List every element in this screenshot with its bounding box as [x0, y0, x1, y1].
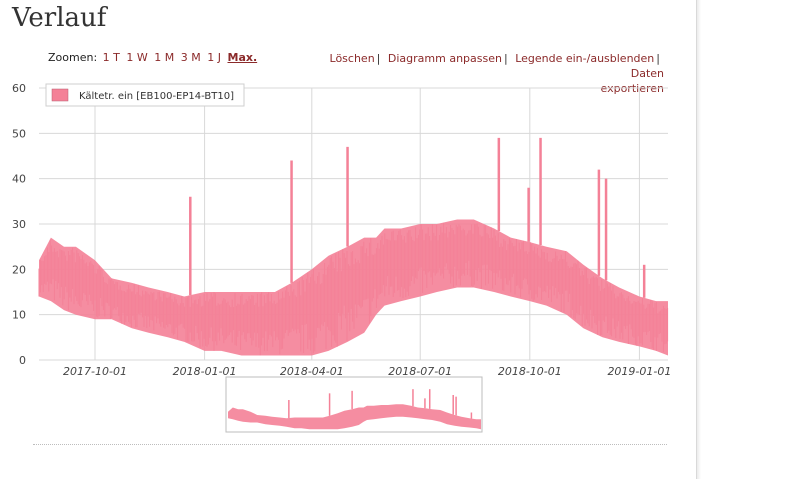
navigator-band: [228, 404, 481, 430]
navigator-svg[interactable]: [0, 372, 690, 452]
main-chart-svg[interactable]: 0 10 20 30 40 50 60 2017-10-01 2018-01-01 2018-04…: [0, 78, 690, 378]
legend-swatch: [51, 88, 69, 102]
zoom-1-week[interactable]: 1 W: [126, 51, 148, 64]
legend-box: [45, 83, 245, 107]
zoom-bar: Zoomen: 1 T 1 W 1 M 3 M 1 J Max.: [48, 51, 260, 64]
separator: |: [376, 52, 381, 65]
y-tick-label: 10: [12, 309, 26, 322]
customize-chart-link[interactable]: Diagramm anpassen: [387, 52, 502, 65]
legend: Kältetr. ein [EB100-EP14-BT10]: [45, 83, 245, 107]
right-panel-shadow: [697, 0, 701, 479]
separator: |: [656, 52, 660, 65]
y-tick-label: 60: [12, 82, 26, 95]
x-tick-label: 2018-01-01: [173, 365, 237, 378]
zoom-1-day[interactable]: 1 T: [102, 51, 120, 64]
y-tick-label: 30: [12, 218, 26, 231]
page-title: Verlauf: [12, 3, 107, 33]
separator: |: [503, 52, 508, 65]
divider: [33, 444, 667, 445]
x-tick-label: 2018-04-01: [280, 365, 344, 378]
series-oscillation: [38, 222, 669, 356]
main-chart[interactable]: 0 10 20 30 40 50 60 2017-10-01 2018-01-01 2018-04…: [0, 78, 690, 378]
delete-link[interactable]: Löschen: [329, 52, 375, 65]
zoom-1-month[interactable]: 1 M: [154, 51, 175, 64]
export-data-label-1: Daten: [630, 67, 664, 80]
x-tick-label: 2018-07-01: [388, 365, 452, 378]
zoom-1-year[interactable]: 1 J: [207, 51, 221, 64]
zoom-label: Zoomen:: [48, 51, 98, 64]
y-tick-label: 0: [19, 354, 26, 367]
zoom-3-months[interactable]: 3 M: [180, 51, 201, 64]
right-panel-border: [696, 0, 697, 479]
x-tick-label: 2019-01-01: [607, 365, 671, 378]
y-tick-label: 40: [12, 173, 26, 186]
y-tick-label: 50: [12, 127, 26, 140]
chart-actions: Löschen | Diagramm anpassen | Legende ein-…: [300, 51, 664, 96]
legend-label: Kältetr. ein [EB100-EP14-BT10]: [79, 91, 234, 102]
toggle-legend-link[interactable]: Legende ein-/ausblenden: [515, 52, 655, 65]
zoom-max[interactable]: Max.: [227, 51, 258, 64]
x-tick-label: 2017-10-01: [63, 365, 127, 378]
y-tick-label: 20: [12, 263, 26, 276]
range-navigator[interactable]: [0, 372, 690, 452]
x-tick-label: 2018-10-01: [498, 365, 562, 378]
